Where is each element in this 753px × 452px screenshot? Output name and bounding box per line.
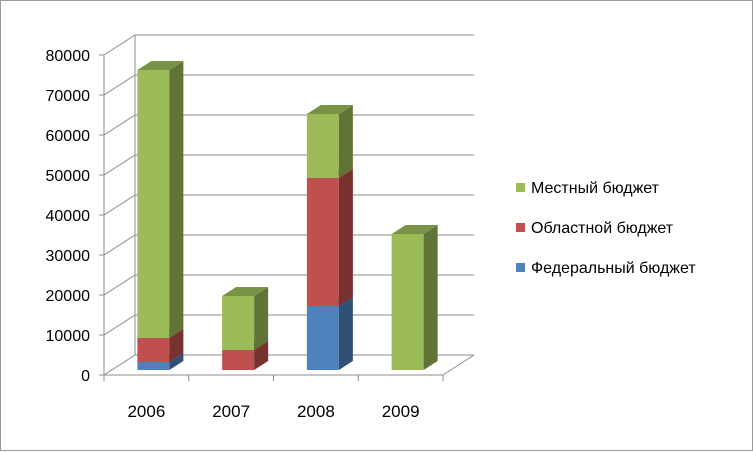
bar-front — [222, 350, 255, 370]
bar-side — [423, 225, 438, 370]
legend-label: Федеральный бюджет — [531, 260, 696, 277]
bar-segment — [137, 61, 184, 338]
bar-side — [338, 169, 353, 306]
y-tick-label: 10000 — [46, 328, 91, 345]
bar-top — [306, 105, 353, 114]
y-tick-label: 40000 — [46, 208, 91, 225]
gridline-side — [103, 114, 136, 136]
y-tick-label: 80000 — [46, 48, 91, 65]
y-tick-label: 0 — [81, 368, 90, 385]
gridline-side — [103, 74, 136, 96]
bar-side — [254, 341, 269, 370]
bar-segment — [222, 287, 269, 350]
bar-front — [137, 338, 170, 362]
legend-item: Областной бюджет — [516, 220, 674, 237]
bar-front — [137, 70, 170, 338]
bar-front — [306, 114, 339, 178]
bar-side — [169, 329, 184, 362]
y-tick-label: 30000 — [46, 248, 91, 265]
bar-side — [169, 61, 184, 338]
gridline-side — [103, 194, 136, 216]
gridline-side — [103, 274, 136, 296]
legend-item: Федеральный бюджет — [516, 260, 696, 277]
y-tick-label: 70000 — [46, 88, 91, 105]
gridline-side — [103, 354, 136, 376]
legend-label: Областной бюджет — [531, 220, 674, 237]
bar-side — [254, 287, 269, 350]
bar-segment — [306, 169, 353, 306]
x-tick-label: 2008 — [297, 402, 335, 421]
y-tick-label: 20000 — [46, 288, 91, 305]
legend-swatch — [516, 223, 525, 232]
x-tick-label: 2009 — [382, 402, 420, 421]
bar-front — [222, 296, 255, 350]
floor-right-edge — [442, 354, 475, 376]
bar-segment — [391, 225, 438, 370]
bar-front — [137, 362, 170, 370]
legend-swatch — [516, 263, 525, 272]
bar-segment — [306, 297, 353, 370]
x-tick-label: 2006 — [127, 402, 165, 421]
bar-front — [306, 178, 339, 306]
legend-label: Местный бюджет — [531, 180, 660, 197]
bar-front — [306, 306, 339, 370]
bar-side — [338, 297, 353, 370]
bar-side — [169, 353, 184, 370]
bar-top — [391, 225, 438, 234]
gridline-side — [103, 234, 136, 256]
bar-top — [222, 287, 269, 296]
x-tick-label: 2007 — [212, 402, 250, 421]
legend-swatch — [516, 183, 525, 192]
bar-top — [137, 61, 184, 70]
bar-side — [338, 105, 353, 178]
gridline-side — [103, 154, 136, 176]
bar-segment — [306, 105, 353, 178]
legend-item: Местный бюджет — [516, 180, 660, 197]
gridline-side — [103, 314, 136, 336]
y-tick-label: 60000 — [46, 128, 91, 145]
bar-front — [391, 234, 424, 370]
y-tick-label: 50000 — [46, 168, 91, 185]
gridline-side — [103, 34, 136, 56]
legend: Местный бюджет Областной бюджет Федеральны… — [516, 180, 696, 277]
